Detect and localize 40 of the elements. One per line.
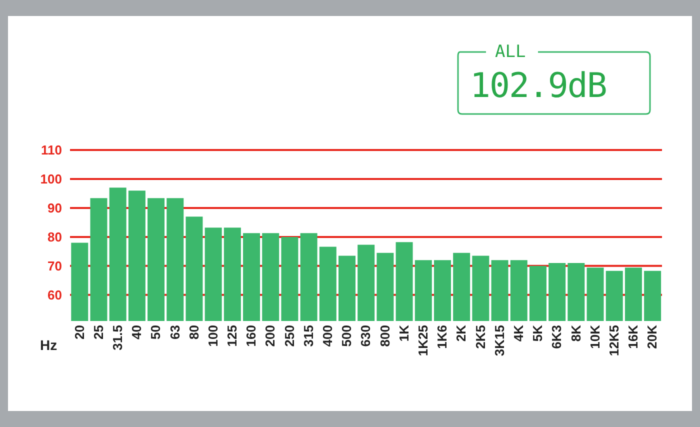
x-tick-label: 12K5 (606, 325, 622, 356)
x-tick-label: 31.5 (110, 325, 125, 350)
x-tick-label: 100 (205, 325, 220, 347)
y-tick-label: 110 (41, 142, 62, 158)
x-tick-label: 315 (300, 325, 316, 347)
x-tick-label: 400 (320, 325, 336, 347)
x-tick-label: 25 (90, 325, 106, 340)
x-tick-label: 125 (224, 325, 240, 347)
x-tick-label: 1K (396, 324, 412, 342)
y-tick-label: 80 (48, 230, 62, 245)
x-tick-label: 63 (167, 325, 182, 340)
x-tick-label: 630 (358, 325, 374, 347)
x-tick-label: 4K (511, 324, 526, 342)
x-tick-label: 500 (339, 325, 354, 347)
x-tick-label: 3K15 (492, 325, 507, 356)
x-tick-label: 50 (148, 325, 164, 340)
y-tick-label: 100 (40, 172, 62, 187)
text: ALL (492, 42, 529, 62)
x-tick-label: 20 (72, 325, 87, 340)
x-tick-label: 16K (626, 324, 641, 349)
x-tick-label: 200 (262, 325, 278, 347)
x-tick-label: 160 (244, 325, 259, 347)
text: 102.9dB (470, 66, 606, 106)
x-tick-label: 5K (530, 324, 546, 342)
x-tick-label: 2K (454, 324, 469, 342)
x-tick-label: 8K (568, 324, 584, 342)
x-tick-label: 250 (282, 325, 297, 347)
y-tick-label: 60 (48, 288, 62, 303)
y-tick-label: 90 (48, 200, 62, 216)
x-tick-label: 1K6 (434, 325, 450, 349)
x-tick-label: 6K3 (549, 325, 564, 349)
x-tick-label: 800 (377, 325, 392, 347)
x-tick-label: 40 (129, 325, 144, 340)
x-axis-title: Hz (40, 337, 58, 353)
y-tick-label: 70 (48, 258, 62, 274)
x-tick-label: 2K5 (472, 325, 488, 349)
x-tick-label: 80 (186, 325, 202, 340)
x-tick-label: 1K25 (416, 325, 431, 356)
x-tick-label: 20K (644, 324, 660, 349)
x-tick-label: 10K (587, 324, 602, 349)
